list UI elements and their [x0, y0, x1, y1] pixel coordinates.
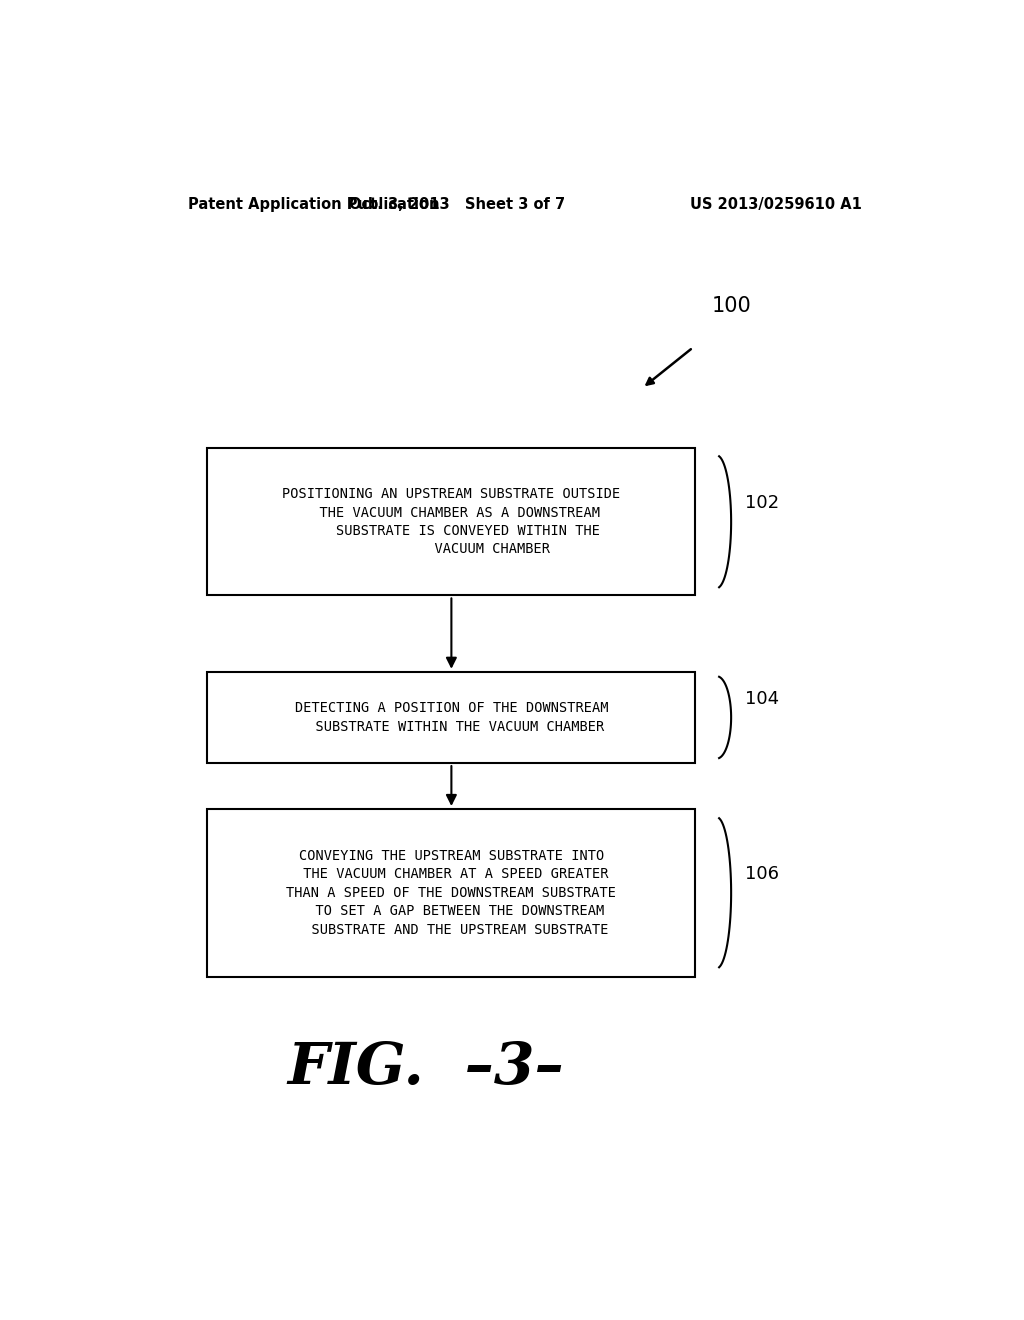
Text: US 2013/0259610 A1: US 2013/0259610 A1 [690, 197, 862, 213]
Text: 106: 106 [745, 866, 779, 883]
Bar [207, 447, 695, 595]
Text: CONVEYING THE UPSTREAM SUBSTRATE INTO
 THE VACUUM CHAMBER AT A SPEED GREATER
THA: CONVEYING THE UPSTREAM SUBSTRATE INTO TH… [287, 849, 616, 937]
Text: DETECTING A POSITION OF THE DOWNSTREAM
  SUBSTRATE WITHIN THE VACUUM CHAMBER: DETECTING A POSITION OF THE DOWNSTREAM S… [295, 701, 608, 734]
Bar [207, 672, 695, 763]
Text: Oct. 3, 2013   Sheet 3 of 7: Oct. 3, 2013 Sheet 3 of 7 [349, 197, 565, 213]
Bar [207, 809, 695, 977]
Text: 104: 104 [745, 690, 779, 708]
Text: 100: 100 [712, 296, 751, 315]
Text: FIG.  –3–: FIG. –3– [287, 1040, 564, 1097]
Text: 102: 102 [745, 495, 779, 512]
Text: POSITIONING AN UPSTREAM SUBSTRATE OUTSIDE
  THE VACUUM CHAMBER AS A DOWNSTREAM
 : POSITIONING AN UPSTREAM SUBSTRATE OUTSID… [283, 487, 621, 556]
Text: Patent Application Publication: Patent Application Publication [187, 197, 439, 213]
